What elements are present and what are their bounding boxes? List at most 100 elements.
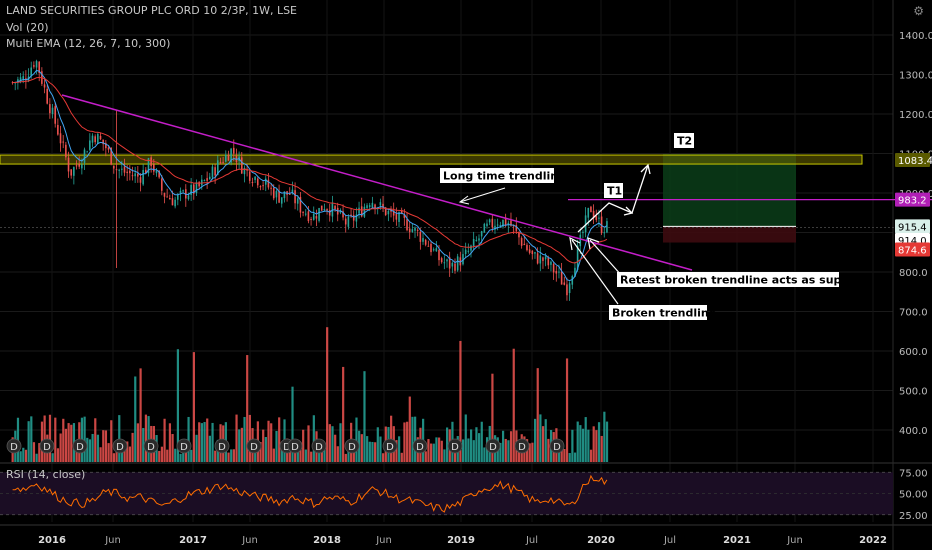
candle-body [211,166,214,178]
t2-label-bg [674,133,694,148]
candle-body [243,167,246,175]
candle-body [291,189,294,193]
long-trendline-label-text: Long time trendline [443,170,566,183]
volume-bar [99,447,102,462]
candle-body [318,208,320,221]
candle-body [382,203,384,208]
long-trendline-pointer [459,187,506,203]
volume-bar [240,427,243,462]
candle-body [192,184,195,194]
dividend-label: D [386,442,394,453]
candle-body [54,106,56,124]
volume-bar [376,427,379,462]
candle-body [145,169,147,174]
dividend-circle [287,438,303,454]
volume-bar [75,448,78,462]
candle-body [454,263,456,271]
t1-label: T1 [604,183,623,198]
candle-body [198,182,200,187]
target-zone [0,154,932,243]
candle-body [526,244,528,251]
volume-bar [27,421,30,462]
volume-legend[interactable]: Vol (20) [6,21,49,34]
candle-body [478,238,480,241]
volume-bar [59,433,62,462]
volume-bar [163,418,166,462]
volume-bar [581,428,585,462]
volume-bar [326,327,329,462]
candle-body [302,211,304,213]
rsi-legend[interactable]: RSI (14, close) [6,468,86,481]
volume-bar [243,416,246,462]
volume-bar [557,447,561,462]
candle-body [216,160,219,175]
candle-body [456,256,459,271]
volume-bar [62,418,65,462]
volume-bar [203,422,206,462]
volume-bar [312,415,315,462]
candle-body [579,234,582,247]
candle-body [259,186,262,188]
volume-bar [464,414,467,462]
volume-bar [366,436,369,462]
volume-bar [94,418,97,462]
candle-body [467,250,470,252]
volume-bar [70,424,73,462]
candle-body [30,67,33,77]
volume-bar [56,448,60,462]
volume-bar [126,441,129,462]
candle-body [534,252,536,254]
dividend-circle [412,438,428,454]
candle-body [177,194,179,200]
candle-body [576,245,579,270]
volume-bar [176,349,180,462]
candle-body [246,169,248,171]
candle-body [275,190,278,198]
candle-body [400,209,403,214]
candle-body [240,157,243,174]
resistance-zone [0,154,863,165]
volume-bar [323,446,326,462]
candle-body [195,182,198,194]
dividend-circle [382,438,398,454]
volume-bar [51,453,54,462]
candle-body [78,164,80,167]
candle-body [296,198,299,204]
candle-body [179,190,182,193]
candle-body [574,267,576,277]
candle-body [363,206,366,217]
volume-bar [491,373,494,462]
candle-body [384,207,387,216]
candle-body [342,211,344,218]
volume-bar [262,429,265,462]
volume-bar [355,417,358,462]
dividend-circle [6,438,22,454]
candle-body [139,177,142,183]
candle-body [70,169,72,176]
volume-bar [22,447,25,462]
long-trendline-label: Long time trendline [440,168,566,183]
dividend-marker: D [382,438,398,454]
volume-bar [427,439,430,462]
dividend-label: D [518,442,526,453]
candle-body [566,284,568,296]
ema-legend[interactable]: Multi EMA (12, 26, 7, 10, 300) [6,37,171,50]
settings-gear-icon[interactable]: ⚙ [913,4,924,18]
volume-bar [411,416,414,462]
candle-body [81,164,83,169]
time-tick-label: Jun [786,535,803,546]
candle-body [142,169,144,185]
dividend-marker: D [549,438,565,454]
candle-body [531,250,534,255]
volume-bar [509,431,513,462]
candle-body [403,214,406,218]
candle-body [35,61,38,68]
volume-bar [190,449,193,462]
volume-bar [408,396,411,462]
candle-body [507,222,510,225]
candle-body [123,166,126,173]
volume-bar [142,428,145,462]
candle-body [584,215,587,233]
candle-body [288,193,291,195]
